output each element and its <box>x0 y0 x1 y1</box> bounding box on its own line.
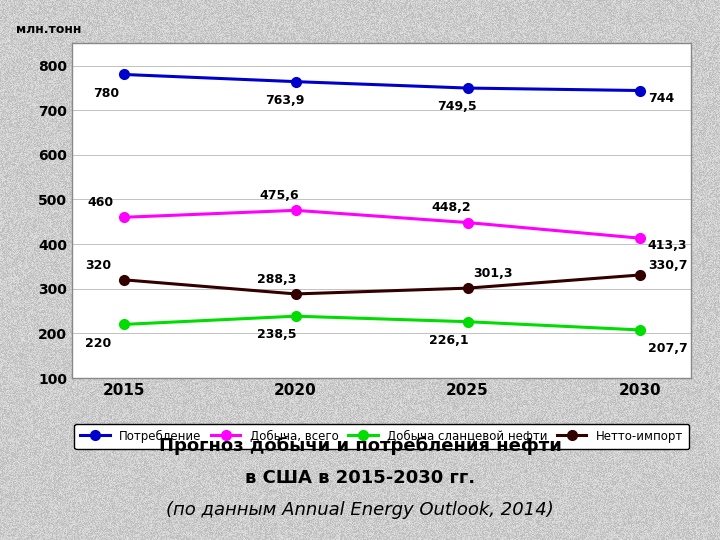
Text: (по данным Annual Energy Outlook, 2014): (по данным Annual Energy Outlook, 2014) <box>166 501 554 519</box>
Text: 763,9: 763,9 <box>265 94 305 107</box>
Text: 301,3: 301,3 <box>473 267 513 280</box>
Text: 749,5: 749,5 <box>437 100 477 113</box>
Text: 413,3: 413,3 <box>648 239 688 252</box>
Text: в США в 2015-2030 гг.: в США в 2015-2030 гг. <box>245 469 475 487</box>
Text: 238,5: 238,5 <box>257 328 296 341</box>
Text: 288,3: 288,3 <box>257 273 296 286</box>
Text: 460: 460 <box>88 196 114 209</box>
Text: 207,7: 207,7 <box>648 342 688 355</box>
Text: 220: 220 <box>85 336 111 350</box>
Legend: Потребление, Добыча, всего, Добыча сланцевой нефти, Нетто-импорт: Потребление, Добыча, всего, Добыча сланц… <box>74 424 689 449</box>
Text: 226,1: 226,1 <box>428 334 468 347</box>
Text: 330,7: 330,7 <box>648 259 688 273</box>
Text: Прогноз добычи и потребления нефти: Прогноз добычи и потребления нефти <box>158 436 562 455</box>
Text: 475,6: 475,6 <box>259 189 299 202</box>
Text: 320: 320 <box>85 259 111 272</box>
Text: 448,2: 448,2 <box>431 201 471 214</box>
Text: 744: 744 <box>648 92 674 105</box>
Text: млн.тонн: млн.тонн <box>17 23 81 36</box>
Text: 780: 780 <box>93 87 120 100</box>
